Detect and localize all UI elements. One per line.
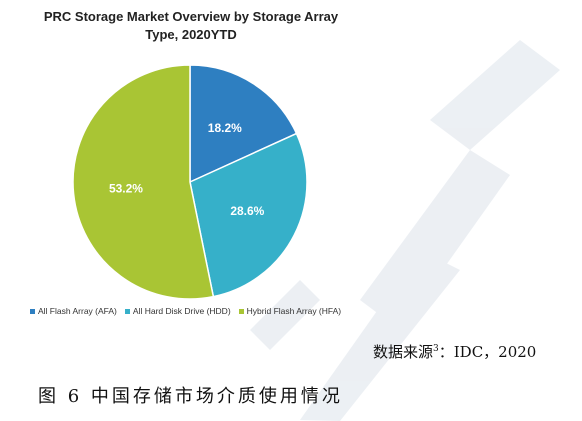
- legend-swatch-afa: [30, 308, 35, 314]
- source-footnote: 3: [433, 344, 439, 354]
- pie-slice-afa: [189, 64, 298, 184]
- data-source: 数据来源3：IDC，2020: [373, 341, 536, 362]
- legend-item-afa: All Flash Array (AFA): [30, 306, 117, 316]
- legend-swatch-hdd: [124, 308, 130, 314]
- legend-item-hdd: All Hard Disk Drive (HDD): [124, 306, 231, 316]
- pie-slice-hfa: [72, 64, 215, 300]
- figure-caption: 图 6 中国存储市场介质使用情况: [38, 386, 343, 407]
- legend-label-hfa: Hybrid Flash Array (HFA): [246, 306, 342, 316]
- chart-title-line-1: PRC Storage Market Overview by Storage A…: [43, 9, 339, 24]
- source-suffix: ：IDC，2020: [438, 343, 537, 361]
- pie-label-hdd: 28.6%: [230, 204, 264, 218]
- legend-label-hdd: All Hard Disk Drive (HDD): [132, 306, 231, 316]
- pie-label-hfa: 53.2%: [109, 181, 143, 195]
- pie-label-afa: 18.2%: [208, 121, 242, 135]
- chart-legend: All Flash Array (AFA) All Hard Disk Driv…: [30, 306, 341, 316]
- chart-title: PRC Storage Market Overview by Storage A…: [0, 8, 382, 44]
- source-prefix: 数据来源: [373, 343, 434, 361]
- legend-swatch-hfa: [238, 308, 244, 314]
- legend-label-afa: All Flash Array (AFA): [38, 306, 117, 316]
- pie-slice-hdd: [189, 132, 308, 298]
- legend-item-hfa: Hybrid Flash Array (HFA): [238, 306, 342, 316]
- chart-title-line-2: Type, 2020YTD: [145, 27, 237, 42]
